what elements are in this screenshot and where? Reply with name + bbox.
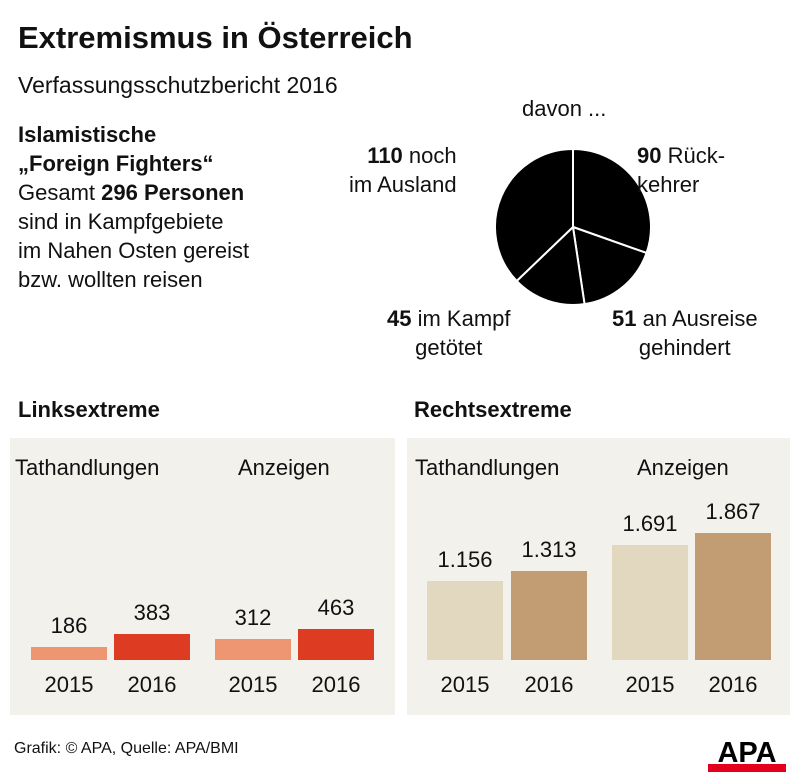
- year-label: 2016: [524, 672, 574, 697]
- year-label: 2015: [440, 672, 490, 697]
- group-label: Tathandlungen: [15, 455, 160, 480]
- pie-chart: [494, 147, 652, 306]
- value-label: 1.867: [705, 499, 761, 524]
- intro-text: Islamistische „Foreign Fighters“ Gesamt …: [18, 120, 249, 294]
- pie-slice: [571, 225, 648, 306]
- bar: [612, 545, 688, 660]
- bar: [31, 647, 107, 660]
- group-label: Anzeigen: [637, 455, 729, 480]
- footer-source: Grafik: © APA, Quelle: APA/BMI: [14, 740, 239, 757]
- linksextreme-heading: Linksextreme: [18, 397, 160, 422]
- pie-slice: [515, 224, 586, 306]
- svg-text:APA: APA: [717, 737, 776, 769]
- intro-line: Gesamt: [18, 180, 102, 205]
- pie-slice: [494, 147, 574, 283]
- group-label: Tathandlungen: [415, 455, 560, 480]
- group-label: Anzeigen: [238, 455, 330, 480]
- pie-label-rueckkehrer: 90 Rück-kehrer: [637, 143, 726, 197]
- year-label: 2015: [625, 672, 675, 697]
- intro-total: 296 Personen: [101, 180, 245, 205]
- bar: [298, 629, 374, 660]
- linksextreme-panel: Tathandlungen 186 2015 383 2016 Anzeigen 312 20…: [10, 438, 395, 715]
- value-label: 383: [133, 600, 171, 625]
- subtitle: Verfassungsschutzbericht 2016: [18, 72, 338, 98]
- bar: [511, 571, 587, 660]
- pie-label-gehindert: 51 an Ausreise gehindert: [612, 306, 758, 360]
- bar: [427, 581, 503, 660]
- apa-logo: APA: [708, 737, 786, 772]
- value-label: 312: [234, 605, 272, 630]
- intro-line: „Foreign Fighters“: [18, 151, 214, 176]
- intro-line: sind in Kampfgebiete: [18, 209, 224, 234]
- page-title: Extremismus in Österreich: [18, 20, 413, 55]
- pie-heading: davon ...: [522, 96, 607, 121]
- rechtsextreme-heading: Rechtsextreme: [414, 397, 572, 422]
- pie-label-ausland: 110 noch im Ausland: [349, 143, 457, 197]
- pie-slice: [572, 147, 652, 255]
- value-label: 463: [317, 595, 355, 620]
- intro-line: Islamistische: [18, 122, 157, 147]
- year-label: 2016: [127, 672, 177, 697]
- year-label: 2016: [311, 672, 361, 697]
- value-label: 186: [50, 613, 88, 638]
- value-label: 1.691: [622, 511, 678, 536]
- pie-label-getoetet: 45 im Kampf getötet: [387, 306, 511, 360]
- year-label: 2015: [44, 672, 94, 697]
- intro-line: bzw. wollten reisen: [18, 267, 203, 292]
- value-label: 1.156: [437, 547, 493, 572]
- rechtsextreme-panel: Tathandlungen 1.156 2015 1.313 2016 Anzeigen 1…: [407, 438, 790, 715]
- bar: [695, 533, 771, 660]
- bar: [114, 634, 190, 660]
- year-label: 2015: [228, 672, 278, 697]
- bar: [215, 639, 291, 660]
- value-label: 1.313: [521, 537, 577, 562]
- year-label: 2016: [708, 672, 758, 697]
- intro-line: im Nahen Osten gereist: [18, 238, 250, 263]
